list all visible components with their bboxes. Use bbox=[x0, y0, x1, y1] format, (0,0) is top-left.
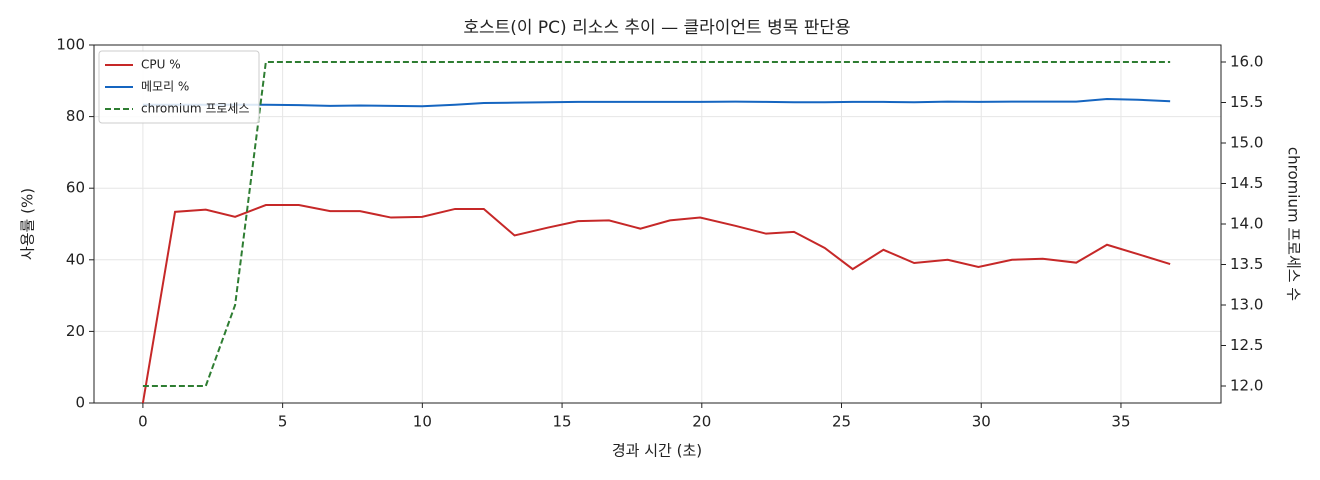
y-tick-label: 0 bbox=[75, 394, 85, 412]
legend-text: 메모리 % bbox=[141, 80, 189, 94]
y2-tick-label: 12.0 bbox=[1230, 376, 1263, 394]
series-line bbox=[142, 61, 1171, 387]
legend-text: CPU % bbox=[141, 58, 181, 72]
y2-tick-label: 13.0 bbox=[1230, 295, 1263, 313]
y2-tick-label: 16.0 bbox=[1230, 53, 1263, 71]
legend-text: chromium 프로세스 bbox=[141, 102, 250, 116]
x-tick-label: 5 bbox=[278, 413, 288, 431]
x-axis-label: 경과 시간 (초) bbox=[612, 442, 702, 460]
y2-tick-label: 15.0 bbox=[1230, 134, 1263, 152]
y2-tick-label: 14.0 bbox=[1230, 215, 1263, 233]
legend: CPU % 메모리 % chromium 프로세스 bbox=[98, 50, 260, 124]
y2-tick-label: 15.5 bbox=[1230, 93, 1263, 111]
y2-tick-label: 12.5 bbox=[1230, 336, 1263, 354]
x-tick-label: 30 bbox=[972, 413, 991, 431]
series-line bbox=[142, 98, 1171, 108]
x-tick-label: 20 bbox=[692, 413, 711, 431]
y2-tick-label: 14.5 bbox=[1230, 174, 1263, 192]
y-tick-label: 60 bbox=[66, 179, 85, 197]
x-tick-label: 0 bbox=[138, 413, 148, 431]
x-tick-label: 15 bbox=[553, 413, 572, 431]
series-line bbox=[141, 204, 1171, 404]
y-tick-label: 100 bbox=[56, 36, 85, 54]
chart-title: 호스트(이 PC) 리소스 추이 — 클라이언트 병목 판단용 bbox=[463, 18, 850, 38]
y-axis-label: 사용률 (%) bbox=[19, 188, 37, 260]
y-tick-label: 40 bbox=[66, 250, 85, 268]
y-tick-label: 20 bbox=[66, 322, 85, 340]
y2-axis-label: chromium 프로세스 수 bbox=[1285, 147, 1303, 301]
x-tick-label: 25 bbox=[832, 413, 851, 431]
x-tick-label: 35 bbox=[1111, 413, 1130, 431]
y2-tick-label: 13.5 bbox=[1230, 255, 1263, 273]
y-tick-label: 80 bbox=[66, 107, 85, 125]
x-tick-label: 10 bbox=[413, 413, 432, 431]
plot-frame bbox=[93, 44, 1222, 404]
legend-box bbox=[98, 50, 260, 124]
